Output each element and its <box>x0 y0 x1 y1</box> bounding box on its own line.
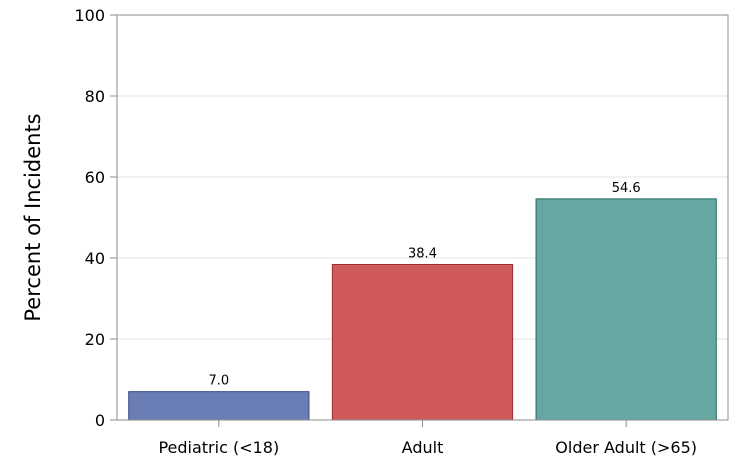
data-label-1: 38.4 <box>408 246 437 261</box>
x-tick-label-2: Older Adult (>65) <box>555 438 697 457</box>
x-tick-label-0: Pediatric (<18) <box>158 438 279 457</box>
y-tick-label-0: 0 <box>95 411 105 430</box>
y-axis-ticks: 0 20 40 60 80 100 <box>74 6 117 430</box>
data-labels: 7.0 38.4 54.6 <box>208 181 640 389</box>
y-tick-label-100: 100 <box>74 6 105 25</box>
y-axis-title: Percent of Incidents <box>21 113 45 321</box>
bar-2 <box>535 198 717 421</box>
y-tick-label-80: 80 <box>85 87 105 106</box>
y-tick-label-20: 20 <box>85 330 105 349</box>
x-axis-ticks: Pediatric (<18) Adult Older Adult (>65) <box>158 420 697 457</box>
bar-0 <box>128 391 310 421</box>
data-label-0: 7.0 <box>208 374 229 389</box>
bar-1 <box>331 263 514 421</box>
x-tick-label-1: Adult <box>402 438 444 457</box>
data-label-2: 54.6 <box>612 181 641 196</box>
y-tick-label-60: 60 <box>85 168 105 187</box>
y-tick-label-40: 40 <box>85 249 105 268</box>
